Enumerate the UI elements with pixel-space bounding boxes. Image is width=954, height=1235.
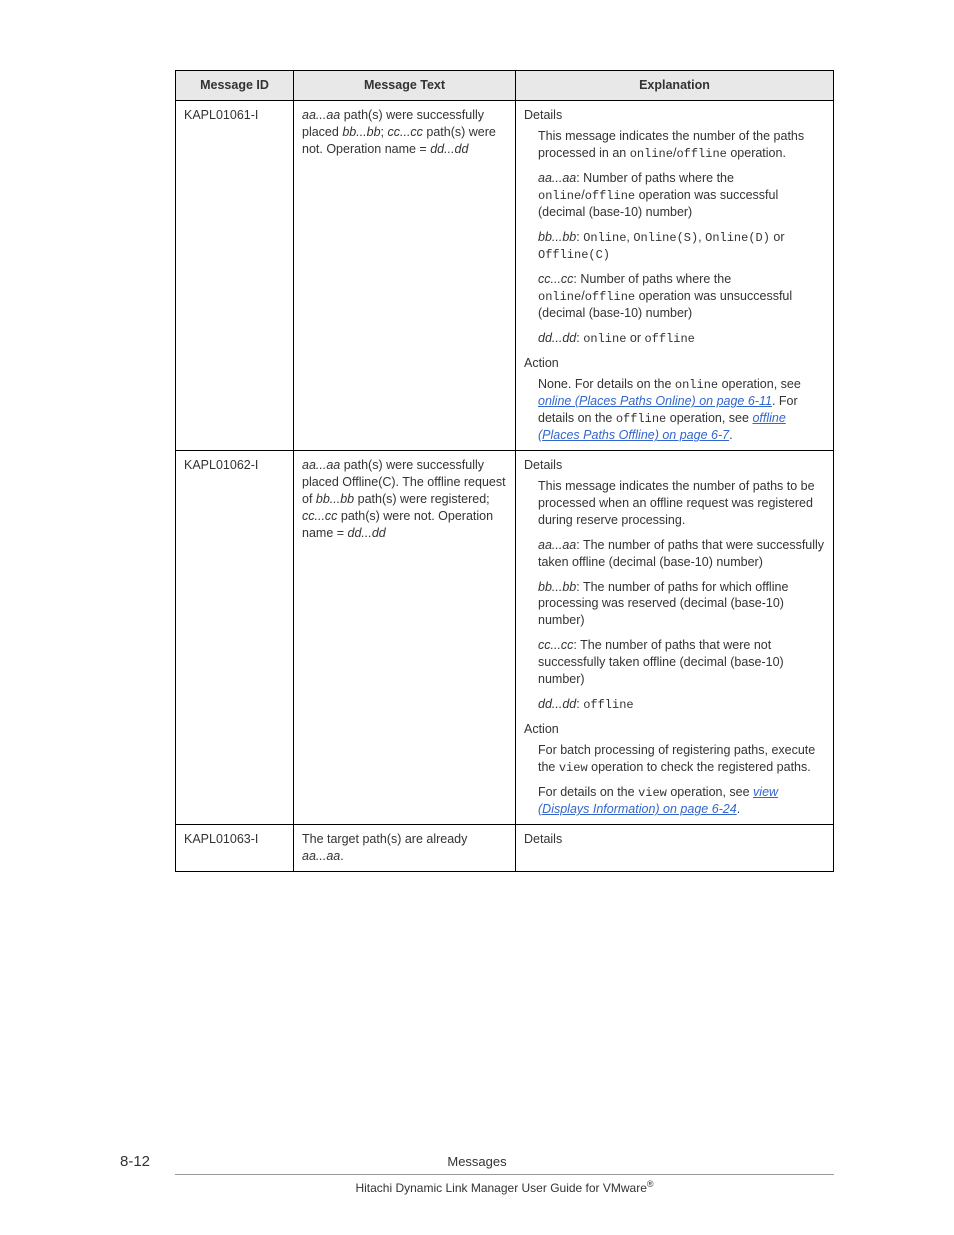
var: cc...cc (538, 272, 573, 286)
txt: . (737, 802, 740, 816)
action-item: None. For details on the online operatio… (538, 376, 825, 444)
var: cc...cc (538, 638, 573, 652)
message-text-cell: The target path(s) are already aa...aa. (294, 824, 516, 871)
txt: operation. (727, 146, 786, 160)
msg-var: dd...dd (348, 526, 386, 540)
code: Online(D) (705, 231, 770, 245)
code: offline (583, 698, 633, 712)
detail-item: dd...dd: online or offline (538, 330, 825, 347)
txt: : The number of paths that were successf… (538, 538, 824, 569)
code: offline (585, 290, 635, 304)
xref-link[interactable]: online (Places Paths Online) on page 6-1… (538, 394, 772, 408)
code: view (638, 786, 667, 800)
page-content: Message ID Message Text Explanation KAPL… (0, 0, 954, 872)
code: Offline(C) (538, 248, 610, 262)
detail-item: aa...aa: Number of paths where the onlin… (538, 170, 825, 221)
details-label: Details (524, 831, 825, 848)
code: Online (583, 231, 626, 245)
page-footer: 8-12 Messages Hitachi Dynamic Link Manag… (0, 1153, 954, 1195)
messages-table: Message ID Message Text Explanation KAPL… (175, 70, 834, 872)
txt: : Number of paths where the (573, 272, 731, 286)
code: offline (644, 332, 694, 346)
code: online (583, 332, 626, 346)
message-id-cell: KAPL01063-I (176, 824, 294, 871)
message-id-cell: KAPL01061-I (176, 100, 294, 450)
action-item: For batch processing of registering path… (538, 742, 825, 776)
details-label: Details (524, 457, 825, 474)
table-header-row: Message ID Message Text Explanation (176, 71, 834, 101)
txt: For details on the (538, 785, 638, 799)
txt: operation to check the registered paths. (588, 760, 811, 774)
var: bb...bb (538, 580, 576, 594)
msg-text: ; (381, 125, 388, 139)
code: online (630, 147, 673, 161)
code: offline (585, 189, 635, 203)
code: Online(S) (633, 231, 698, 245)
footer-book-title: Hitachi Dynamic Link Manager User Guide … (175, 1174, 834, 1195)
code: online (538, 189, 581, 203)
detail-item: This message indicates the number of the… (538, 128, 825, 162)
detail-item: cc...cc: The number of paths that were n… (538, 637, 825, 688)
txt: None. For details on the (538, 377, 675, 391)
msg-text: . (340, 849, 343, 863)
message-id-cell: KAPL01062-I (176, 451, 294, 825)
page-number: 8-12 (120, 1153, 150, 1170)
code: online (538, 290, 581, 304)
header-explanation: Explanation (516, 71, 834, 101)
msg-var: cc...cc (388, 125, 423, 139)
action-label: Action (524, 721, 825, 738)
header-message-id: Message ID (176, 71, 294, 101)
code: view (559, 761, 588, 775)
txt: : The number of paths for which offline … (538, 580, 788, 628)
txt: operation, see (667, 785, 753, 799)
msg-var: aa...aa (302, 849, 340, 863)
txt: or (626, 331, 644, 345)
detail-item: bb...bb: Online, Online(S), Online(D) or… (538, 229, 825, 263)
code: online (675, 378, 718, 392)
txt: : The number of paths that were not succ… (538, 638, 784, 686)
registered-mark: ® (647, 1179, 654, 1189)
msg-var: bb...bb (342, 125, 380, 139)
msg-var: cc...cc (302, 509, 337, 523)
explanation-cell: Details This message indicates the numbe… (516, 100, 834, 450)
txt: : Number of paths where the (576, 171, 734, 185)
txt: operation, see (718, 377, 801, 391)
details-label: Details (524, 107, 825, 124)
msg-var: bb...bb (316, 492, 354, 506)
var: dd...dd (538, 697, 576, 711)
txt: . (729, 428, 732, 442)
table-row: KAPL01062-I aa...aa path(s) were success… (176, 451, 834, 825)
code: offline (676, 147, 726, 161)
action-item: For details on the view operation, see v… (538, 784, 825, 818)
txt: operation, see (666, 411, 752, 425)
msg-var: dd...dd (430, 142, 468, 156)
action-label: Action (524, 355, 825, 372)
detail-item: aa...aa: The number of paths that were s… (538, 537, 825, 571)
book-title: Hitachi Dynamic Link Manager User Guide … (355, 1181, 646, 1195)
explanation-cell: Details (516, 824, 834, 871)
detail-item: This message indicates the number of pat… (538, 478, 825, 529)
detail-item: dd...dd: offline (538, 696, 825, 713)
msg-text: The target path(s) are already (302, 832, 467, 846)
txt: or (770, 230, 785, 244)
msg-var: aa...aa (302, 108, 340, 122)
var: dd...dd (538, 331, 576, 345)
header-message-text: Message Text (294, 71, 516, 101)
message-text-cell: aa...aa path(s) were successfully placed… (294, 100, 516, 450)
detail-item: cc...cc: Number of paths where the onlin… (538, 271, 825, 322)
footer-section-title: Messages (447, 1154, 506, 1172)
table-row: KAPL01061-I aa...aa path(s) were success… (176, 100, 834, 450)
var: aa...aa (538, 171, 576, 185)
table-row: KAPL01063-I The target path(s) are alrea… (176, 824, 834, 871)
msg-var: aa...aa (302, 458, 340, 472)
msg-text: path(s) were registered; (354, 492, 489, 506)
detail-item: bb...bb: The number of paths for which o… (538, 579, 825, 630)
code: offline (616, 412, 666, 426)
explanation-cell: Details This message indicates the numbe… (516, 451, 834, 825)
message-text-cell: aa...aa path(s) were successfully placed… (294, 451, 516, 825)
var: aa...aa (538, 538, 576, 552)
var: bb...bb (538, 230, 576, 244)
